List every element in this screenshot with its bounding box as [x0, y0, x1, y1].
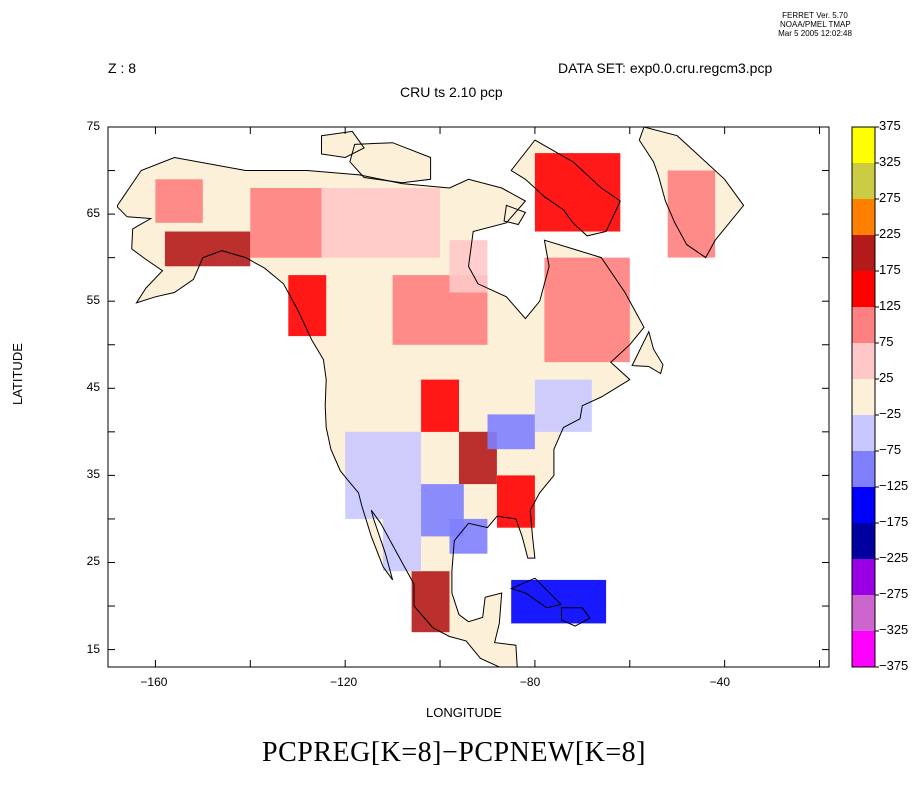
region-great-plains [421, 379, 459, 432]
colorbar-swatch [852, 199, 875, 235]
coast-hispaniola [561, 607, 591, 627]
dataset-label: DATA SET: exp0.0.cru.regcm3.pcp [558, 60, 773, 76]
colorbar-label: −175 [879, 514, 909, 529]
colorbar-swatch [852, 559, 875, 595]
region-alaska-south-coast [164, 231, 251, 267]
coast-newfoundland [631, 330, 664, 375]
axes-layer [107, 126, 830, 668]
z-level-label: Z : 8 [108, 60, 137, 76]
region-greenland-south [667, 170, 716, 258]
colorbar-label: 225 [879, 226, 901, 241]
x-tick-label: −160 [140, 675, 168, 689]
region-ohio-valley [487, 414, 535, 450]
plot-frame [107, 126, 830, 668]
colorbar-layer [851, 126, 879, 668]
y-tick-label: 15 [86, 641, 100, 656]
colorbar-label: 275 [879, 190, 901, 205]
colorbar-label: −25 [879, 406, 902, 421]
y-tick-label: 35 [86, 467, 100, 482]
colorbar-swatch [852, 127, 875, 163]
coast-southampton-island [503, 204, 527, 226]
x-tick-label: −80 [519, 675, 541, 689]
colorbar-label: 25 [879, 370, 894, 385]
colorbar-label: −325 [879, 622, 909, 637]
land-victoria-island [349, 142, 431, 183]
y-axis-label: LATITUDE [10, 343, 25, 405]
colorbar-label: 175 [879, 262, 901, 277]
region-yukon-interior [250, 188, 322, 258]
colorbar-label: 125 [879, 298, 901, 313]
region-quebec-labrador [544, 257, 630, 363]
region-mexico-south [411, 571, 450, 633]
coast-baffin-island [510, 139, 621, 237]
land-banks-island [321, 131, 365, 158]
colorbar-swatch [852, 271, 875, 307]
y-tick-label: 45 [86, 380, 100, 395]
y-tick-label: 55 [86, 293, 100, 308]
colorbar-swatch [852, 343, 875, 379]
x-axis-label: LONGITUDE [426, 705, 502, 720]
colorbar-label: −225 [879, 550, 909, 565]
colorbar-label: 325 [879, 154, 901, 169]
colorbar-swatch [852, 379, 875, 415]
coast-greenland [638, 127, 745, 259]
region-northwest-territories [321, 188, 441, 258]
coast-banks-island [321, 130, 365, 159]
land-newfoundland [632, 331, 663, 374]
colorbar-label: 75 [879, 334, 894, 349]
colorbar-label: −125 [879, 478, 909, 493]
y-tick-label: 65 [86, 206, 100, 221]
colorbar-label: −375 [879, 658, 909, 673]
region-british-columbia-coast [288, 275, 327, 337]
lab-credit: NOAA/PMEL TMAP [780, 20, 851, 29]
x-tick-label: −40 [709, 675, 730, 689]
land-north-america [117, 157, 644, 667]
colorbar-label: −275 [879, 586, 909, 601]
colorbar-swatch [852, 451, 875, 487]
colorbar-swatch [852, 595, 875, 631]
colorbar-swatch [852, 307, 875, 343]
colorbar-swatch [852, 523, 875, 559]
colorbar-swatch [852, 415, 875, 451]
coast-cuba [509, 577, 562, 609]
colorbar-swatch [852, 163, 875, 199]
region-gulf-coast [449, 518, 488, 554]
expression-title: PCPREG[K=8]−PCPNEW[K=8] [262, 737, 647, 768]
coast-victoria-island [349, 142, 432, 184]
region-alaska-north-slope [155, 179, 203, 223]
colorbar-frame [851, 126, 876, 668]
y-tick-label: 25 [86, 554, 100, 569]
colorbar-label: 375 [879, 118, 901, 133]
x-tick-label: −120 [330, 675, 358, 689]
timestamp-credit: Mar 5 2005 12:02:48 [778, 29, 852, 38]
region-us-southwest [345, 431, 422, 519]
colorbar-swatch [852, 487, 875, 523]
software-credit: FERRET Ver. 5.70 [782, 11, 848, 20]
colorbar-label: −75 [879, 442, 902, 457]
colorbar-swatch [852, 631, 875, 667]
coast-north-america [117, 156, 645, 667]
map-layer [117, 127, 745, 667]
y-tick-label: 75 [86, 119, 100, 133]
colorbar-swatch [852, 235, 875, 271]
plot-title: CRU ts 2.10 pcp [400, 84, 503, 100]
